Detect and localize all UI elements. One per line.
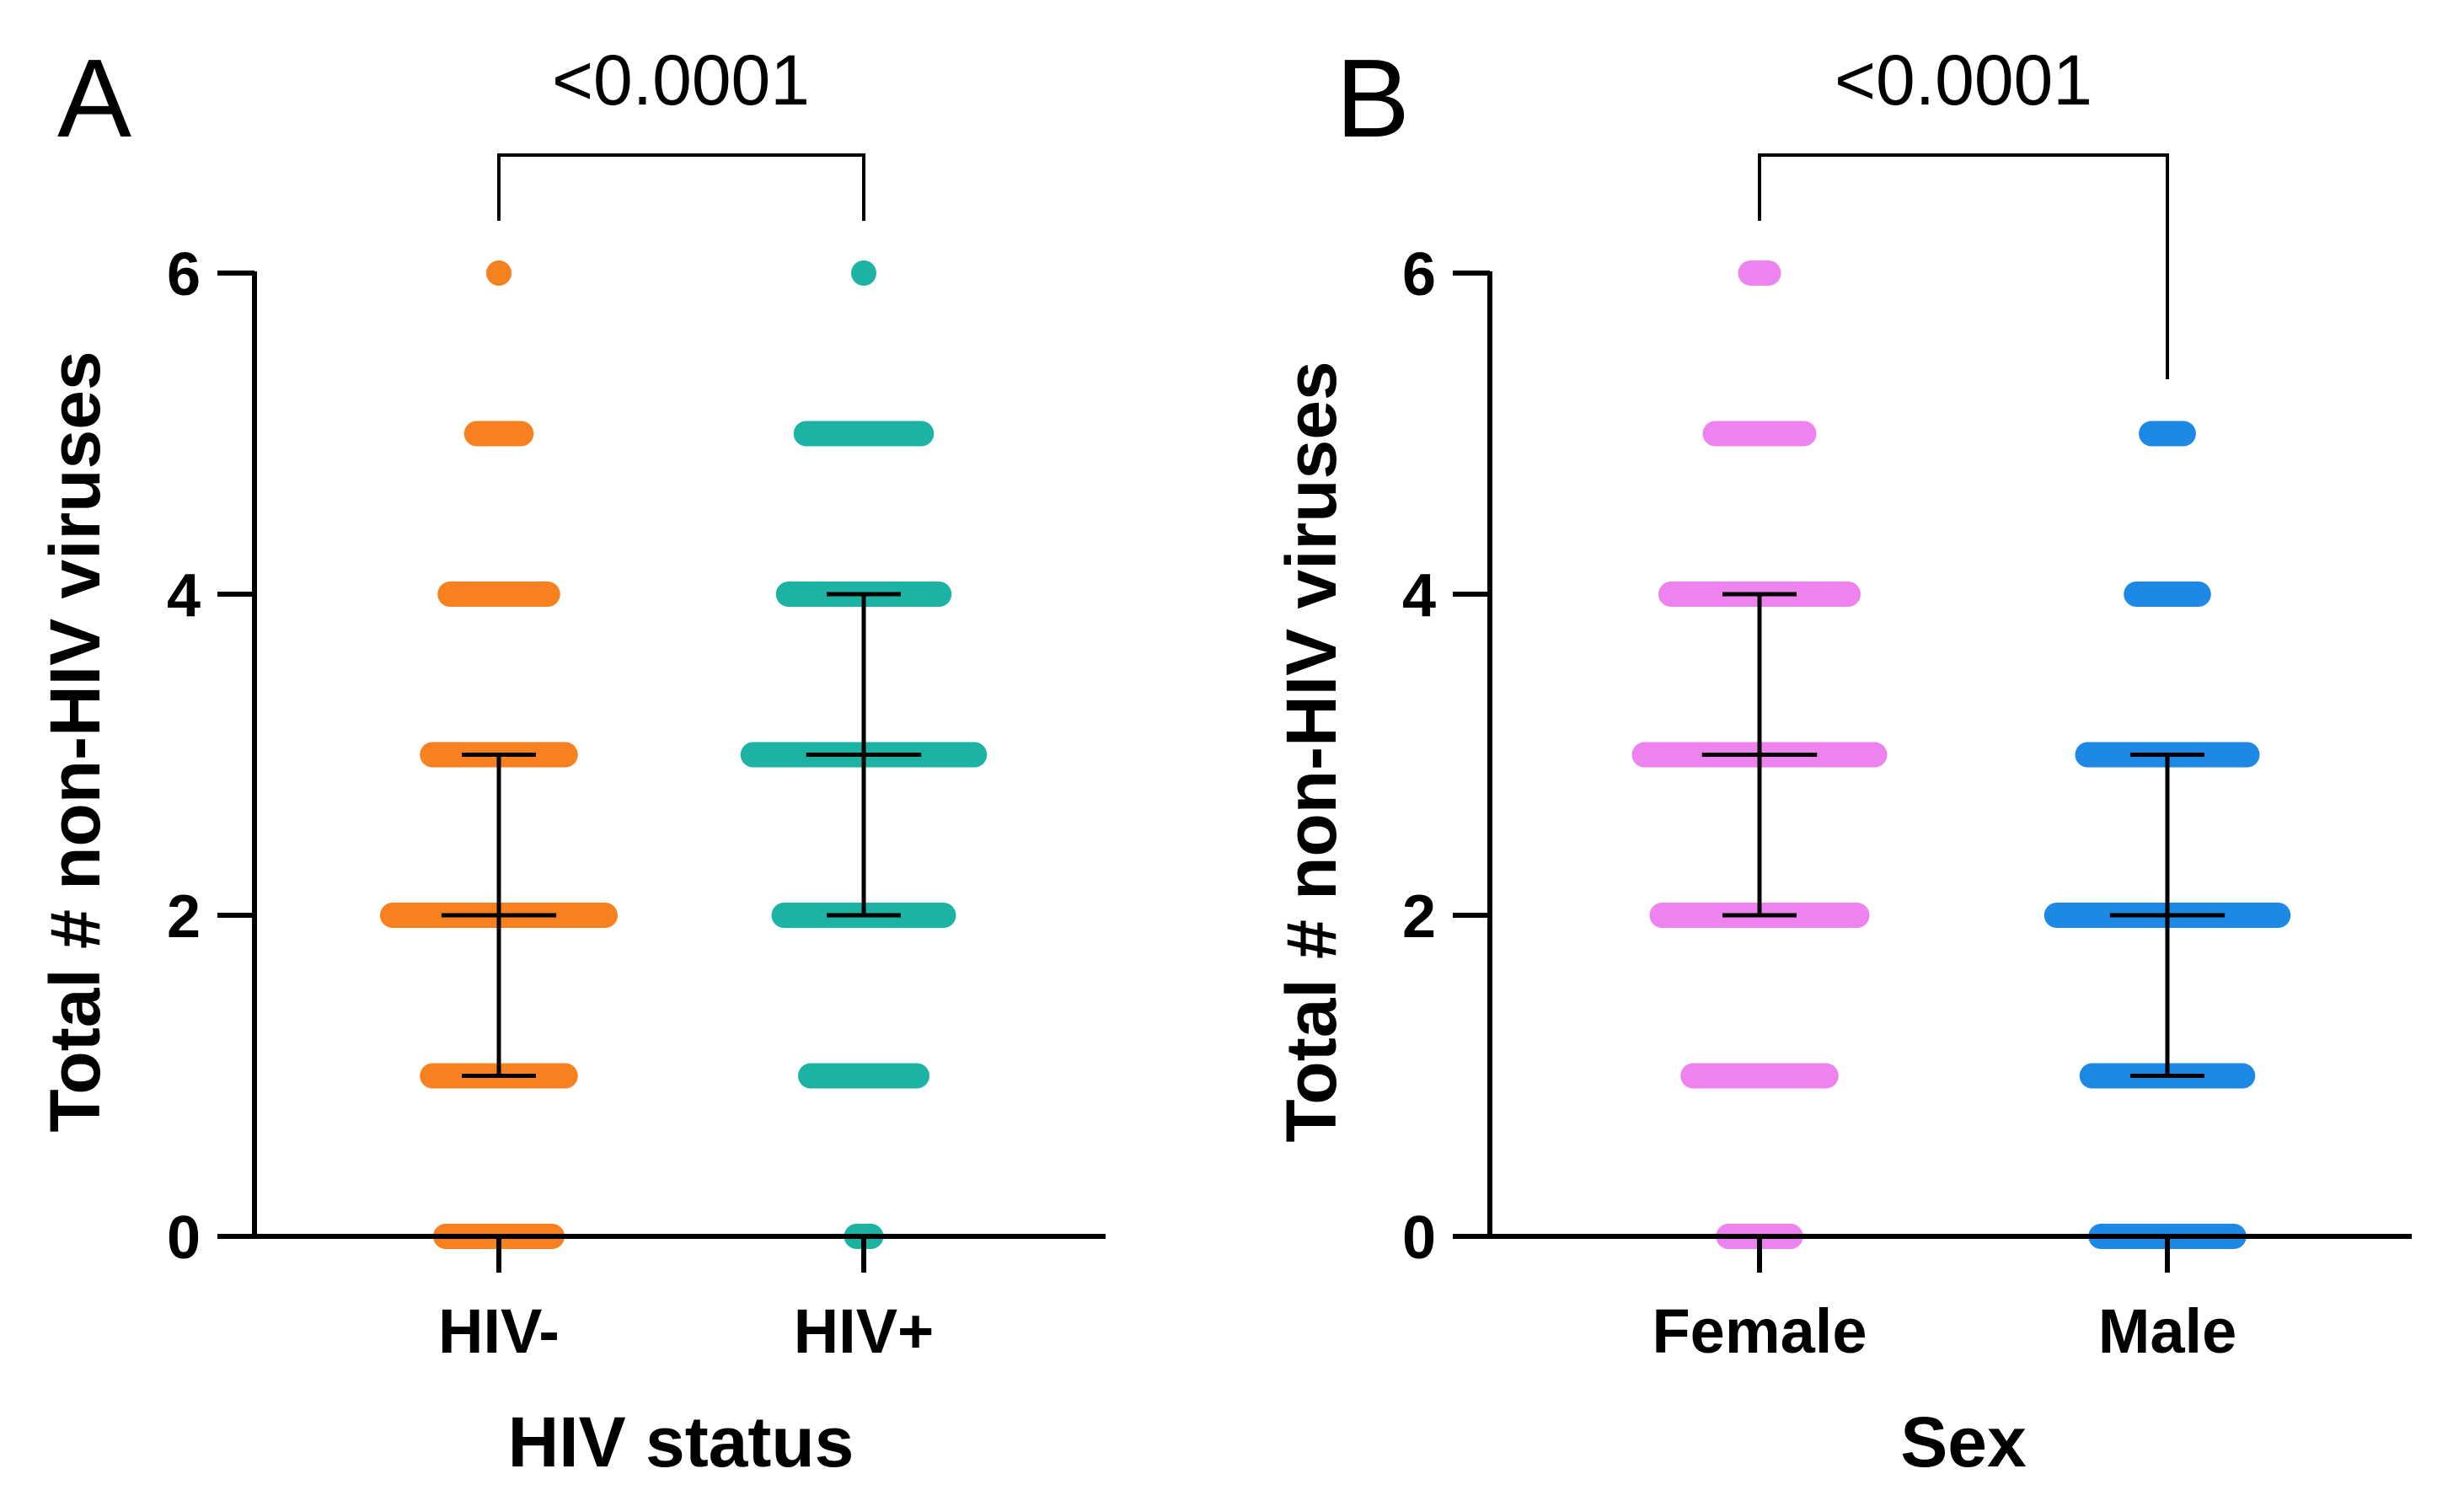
panel-b-xtick-label-male: Male [2098,1296,2237,1366]
panel-a-xtick-label-hiv-pos: HIV+ [794,1296,935,1366]
panel-b-x-axis-label: Sex [1900,1402,2027,1482]
panel-b: B Total # non-HIV viruses 0 2 4 6 Female… [1272,36,2412,1482]
panel-a-significance-bracket [497,153,865,221]
panel-a-y-axis-label: Total # non-HIV viruses [35,351,115,1132]
panel-a-ytick-label-6: 6 [167,241,201,308]
panel-b-ytick-label-6: 6 [1402,241,1436,308]
panel-a: A Total # non-HIV viruses 0 2 4 6 HIV- H… [35,36,1106,1482]
panel-b-letter: B [1336,36,1410,160]
panel-a-y-ticks: 0 2 4 6 [167,241,254,1272]
panel-a-letter: A [57,36,131,160]
panel-a-error-bars [441,592,922,1078]
panel-b-xtick-label-female: Female [1652,1296,1867,1366]
panel-b-ytick-label-0: 0 [1402,1204,1436,1272]
panel-b-y-ticks: 0 2 4 6 [1402,241,1490,1272]
panel-a-ytick-label-4: 4 [167,562,201,630]
panel-b-error-bars [1701,592,2226,1078]
panel-b-y-axis-label: Total # non-HIV viruses [1272,361,1351,1142]
panel-a-x-axis-label: HIV status [508,1402,854,1482]
panel-b-ytick-label-4: 4 [1402,562,1436,630]
panel-b-significance-bracket [1758,153,2169,379]
panel-a-p-value: <0.0001 [552,40,810,120]
panel-b-ytick-label-2: 2 [1402,883,1436,951]
panel-a-ytick-label-2: 2 [167,883,201,951]
panel-a-xtick-label-hiv-neg: HIV- [438,1296,560,1366]
panel-b-p-value: <0.0001 [1835,40,2092,120]
panel-a-ytick-label-0: 0 [167,1204,201,1272]
